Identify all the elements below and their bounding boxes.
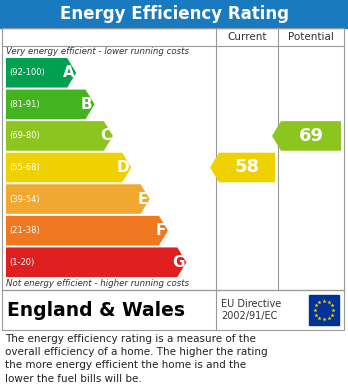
Text: England & Wales: England & Wales bbox=[7, 301, 185, 319]
Text: The energy efficiency rating is a measure of the
overall efficiency of a home. T: The energy efficiency rating is a measur… bbox=[5, 334, 268, 384]
Text: Very energy efficient - lower running costs: Very energy efficient - lower running co… bbox=[6, 47, 189, 56]
Text: Potential: Potential bbox=[288, 32, 334, 42]
Text: (55-68): (55-68) bbox=[9, 163, 40, 172]
Bar bbox=[2, 28, 344, 290]
Polygon shape bbox=[6, 248, 187, 277]
Text: (21-38): (21-38) bbox=[9, 226, 40, 235]
Bar bbox=[2, 290, 344, 330]
Text: D: D bbox=[117, 160, 129, 175]
Polygon shape bbox=[6, 121, 113, 151]
Polygon shape bbox=[6, 90, 95, 119]
Polygon shape bbox=[6, 216, 168, 246]
Text: 58: 58 bbox=[235, 158, 260, 176]
Text: (92-100): (92-100) bbox=[9, 68, 45, 77]
Polygon shape bbox=[6, 58, 76, 88]
Text: 69: 69 bbox=[299, 127, 324, 145]
Text: A: A bbox=[62, 65, 74, 80]
Text: (81-91): (81-91) bbox=[9, 100, 40, 109]
Text: Current: Current bbox=[227, 32, 267, 42]
Bar bbox=[309, 295, 339, 325]
Text: (1-20): (1-20) bbox=[9, 258, 34, 267]
Polygon shape bbox=[272, 121, 341, 151]
Polygon shape bbox=[6, 184, 150, 214]
Text: (69-80): (69-80) bbox=[9, 131, 40, 140]
Text: F: F bbox=[156, 223, 166, 238]
Text: EU Directive
2002/91/EC: EU Directive 2002/91/EC bbox=[221, 299, 281, 321]
Text: Not energy efficient - higher running costs: Not energy efficient - higher running co… bbox=[6, 279, 189, 288]
Text: C: C bbox=[100, 128, 111, 143]
Polygon shape bbox=[210, 153, 275, 182]
Text: Energy Efficiency Rating: Energy Efficiency Rating bbox=[60, 5, 288, 23]
Text: G: G bbox=[172, 255, 184, 270]
Text: E: E bbox=[137, 192, 148, 206]
Bar bbox=[0, 0, 348, 28]
Text: (39-54): (39-54) bbox=[9, 195, 40, 204]
Polygon shape bbox=[6, 153, 131, 182]
Text: B: B bbox=[81, 97, 93, 112]
